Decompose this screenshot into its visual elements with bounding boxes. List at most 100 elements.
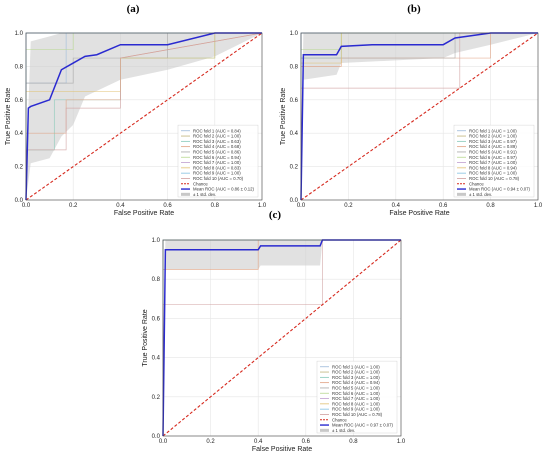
legend-entry: ROC fold 3 (AUC = 1.00) <box>332 375 380 380</box>
y-tick-label: 0.0 <box>290 198 299 204</box>
legend-entry: ROC fold 9 (AUC = 1.00) <box>193 171 241 176</box>
y-tick-label: 0.4 <box>290 131 299 137</box>
legend-entry: ROC fold 8 (AUC = 0.94) <box>469 165 517 170</box>
y-tick-label: 0.0 <box>152 434 161 440</box>
legend-entry: ROC fold 7 (AUC = 1.00) <box>332 396 380 401</box>
std-dev-band <box>163 240 401 436</box>
y-tick-label: 1.0 <box>15 31 24 37</box>
x-tick-label: 0.2 <box>206 439 215 445</box>
legend-entry: Mean ROC (AUC = 0.97 ± 0.07) <box>332 423 394 428</box>
panel-b: (b) 0.0 0.2 0.4 0.6 0.8 1.0 0.0 0.2 0.4 0.6 0.8 1.0 F… <box>280 3 543 217</box>
plot-frame <box>300 32 539 201</box>
legend-entry: ROC fold 5 (AUC = 0.86) <box>193 149 241 154</box>
legend-entry: ROC fold 9 (AUC = 1.00) <box>332 407 380 412</box>
y-tick-label: 0.6 <box>15 98 24 104</box>
x-tick-label: 0.2 <box>69 203 78 209</box>
plot-frame <box>162 239 402 437</box>
y-tick-label: 1.0 <box>152 238 161 244</box>
legend-box <box>316 360 398 434</box>
legend-entry: ROC fold 3 (AUC = 0.97) <box>469 139 517 144</box>
x-tick-label: 0.4 <box>254 439 263 445</box>
x-tick-label: 0.6 <box>163 203 172 209</box>
x-tick-label: 0.8 <box>486 203 495 209</box>
panel-a: (a) 0.0 0.2 0.4 0.6 0.8 1.0 0.0 0.2 0.4 0.6 0.8 1.0 F… <box>5 3 267 217</box>
legend-entry: Chance <box>469 181 484 186</box>
legend-entry: Mean ROC (AUC = 0.94 ± 0.07) <box>469 187 531 192</box>
legend-entry: ROC fold 2 (AUC = 1.00) <box>469 134 517 139</box>
y-tick-label: 0.6 <box>152 316 161 322</box>
panel-label: (c) <box>269 209 282 221</box>
y-tick-label: 0.0 <box>15 198 24 204</box>
legend-entry: Chance <box>332 417 347 422</box>
chance-line <box>25 32 263 201</box>
y-tick-label: 0.2 <box>152 395 161 401</box>
panel-label: (b) <box>407 3 421 15</box>
y-axis-label: True Positive Rate <box>280 88 287 145</box>
x-tick-label: 0.4 <box>392 203 401 209</box>
legend-entry: ROC fold 8 (AUC = 0.83) <box>193 165 241 170</box>
legend-entry: ROC fold 8 (AUC = 1.00) <box>332 401 380 406</box>
panel-label: (a) <box>127 3 140 15</box>
legend-entry: ROC fold 5 (AUC = 1.00) <box>332 385 380 390</box>
x-tick-label: 0.8 <box>349 439 358 445</box>
y-tick-label: 0.8 <box>290 64 299 70</box>
legend-entry: ROC fold 1 (AUC = 1.00) <box>469 128 517 133</box>
chance-line <box>300 32 539 201</box>
panel-c: (c) 0.0 0.2 0.4 0.6 0.8 1.0 0.0 0.2 0.4 0.6 0.8 1.0 F… <box>142 209 406 453</box>
y-tick-label: 0.8 <box>15 64 24 70</box>
x-axis-label: False Positive Rate <box>114 210 174 217</box>
legend-swatch <box>320 428 329 432</box>
legend-entry: ± 1 std. dev. <box>193 192 216 197</box>
y-tick-label: 0.4 <box>152 356 161 362</box>
x-tick-label: 1.0 <box>397 439 406 445</box>
x-tick-label: 0.4 <box>116 203 125 209</box>
legend-box <box>453 124 535 198</box>
y-axis-label: True Positive Rate <box>142 309 149 366</box>
legend-entry: ROC fold 6 (AUC = 1.00) <box>332 391 380 396</box>
y-tick-label: 0.4 <box>15 131 24 137</box>
x-tick-label: 1.0 <box>534 203 543 209</box>
legend-entry: ROC fold 1 (AUC = 1.00) <box>332 364 380 369</box>
y-tick-label: 0.6 <box>290 98 299 104</box>
y-tick-label: 0.2 <box>15 165 24 171</box>
legend-entry: ROC fold 7 (AUC = 1.00) <box>469 160 517 165</box>
y-axis-label: True Positive Rate <box>5 88 12 145</box>
x-tick-label: 0.6 <box>302 439 311 445</box>
legend-entry: ROC fold 9 (AUC = 1.00) <box>469 171 517 176</box>
legend-entry: ROC fold 1 (AUC = 0.84) <box>193 128 241 133</box>
legend-entry: ROC fold 7 (AUC = 1.00) <box>193 160 241 165</box>
legend-entry: ROC fold 10 (AUC = 0.78) <box>332 412 383 417</box>
legend-entry: ROC fold 2 (AUC = 1.00) <box>193 134 241 139</box>
legend-entry: ROC fold 6 (AUC = 0.94) <box>193 155 241 160</box>
legend-entry: ROC fold 3 (AUC = 0.63) <box>193 139 241 144</box>
x-tick-label: 0.2 <box>344 203 353 209</box>
x-axis-label: False Positive Rate <box>389 210 449 217</box>
x-tick-label: 0.0 <box>297 203 306 209</box>
x-tick-label: 0.0 <box>22 203 31 209</box>
plot-frame <box>25 32 263 201</box>
legend-entry: ± 1 std. dev. <box>469 192 492 197</box>
legend-entry: ROC fold 10 (AUC = 0.70) <box>193 176 244 181</box>
legend-entry: ± 1 std. dev. <box>332 428 355 433</box>
y-tick-label: 0.2 <box>290 165 299 171</box>
x-tick-label: 1.0 <box>258 203 267 209</box>
legend-entry: ROC fold 4 (AUC = 0.68) <box>193 144 241 149</box>
y-tick-label: 1.0 <box>290 31 299 37</box>
x-tick-label: 0.0 <box>159 439 168 445</box>
legend-entry: ROC fold 10 (AUC = 0.78) <box>469 176 520 181</box>
legend-box <box>177 124 259 198</box>
std-dev-band <box>26 33 262 200</box>
legend-entry: Chance <box>193 181 208 186</box>
x-axis-label: False Positive Rate <box>252 446 312 453</box>
legend-swatch <box>457 192 466 196</box>
mean-roc-line <box>300 32 538 201</box>
mean-roc-line <box>25 32 262 201</box>
legend-entry: ROC fold 5 (AUC = 0.91) <box>469 149 517 154</box>
legend-swatch <box>181 192 190 196</box>
legend-entry: ROC fold 2 (AUC = 1.00) <box>332 370 380 375</box>
legend-entry: ROC fold 4 (AUC = 0.89) <box>469 144 517 149</box>
x-tick-label: 0.8 <box>211 203 220 209</box>
x-tick-label: 0.6 <box>439 203 448 209</box>
chance-line <box>162 239 402 437</box>
